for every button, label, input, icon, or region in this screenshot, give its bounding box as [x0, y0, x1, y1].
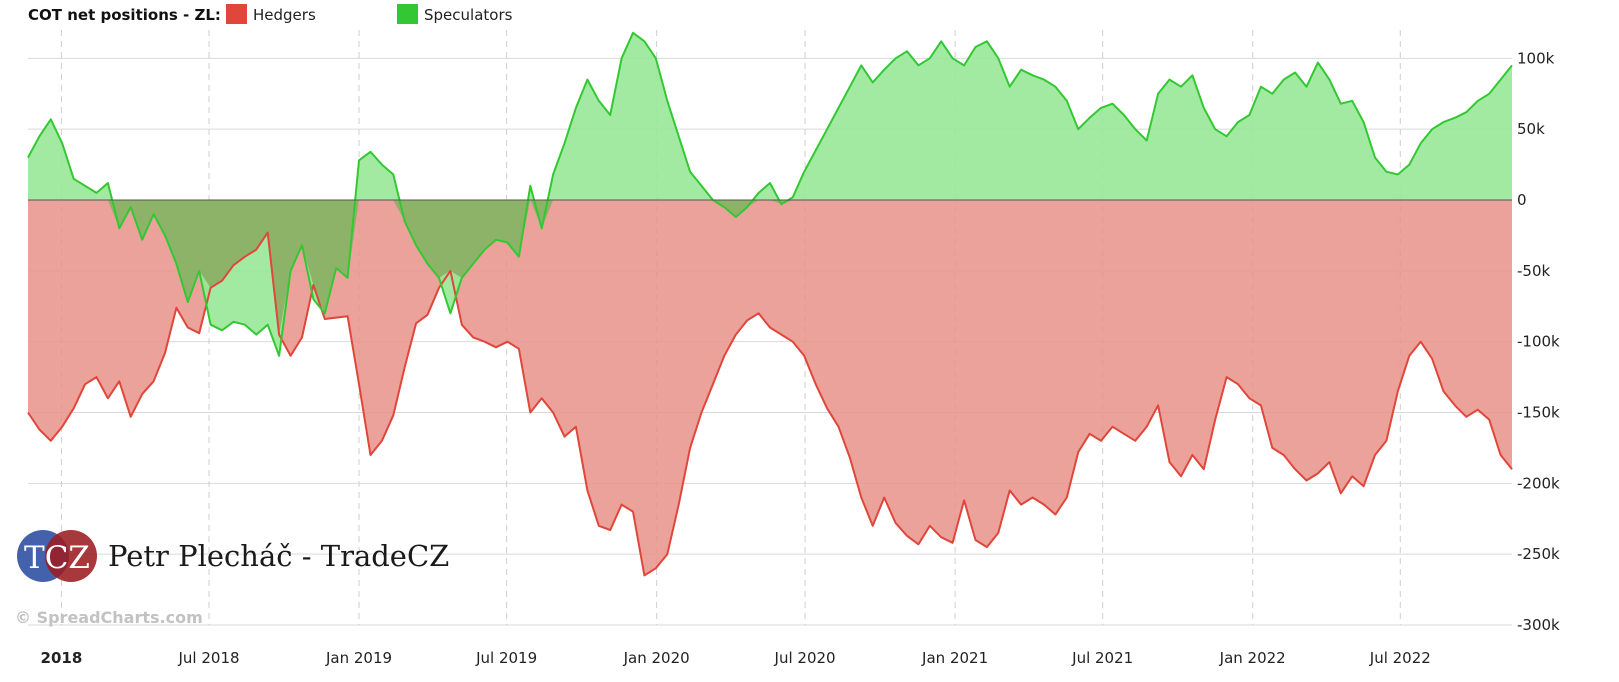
legend-label-hedgers[interactable]: Hedgers [253, 6, 316, 24]
legend: COT net positions - ZL: Hedgers Speculat… [28, 4, 513, 24]
area-overlap [28, 200, 1512, 335]
x-tick-label: 2018 [41, 649, 83, 667]
x-tick-label: Jan 2022 [1219, 649, 1286, 667]
line-hedgers [27, 231, 1513, 577]
y-tick-label: -50k [1517, 262, 1550, 280]
x-axis-ticks: 2018 Jul 2018 Jan 2019 Jul 2019 Jan 2020 Jul … [41, 649, 1431, 667]
source-credit: © SpreadCharts.com [15, 608, 203, 627]
y-tick-label: -150k [1517, 404, 1560, 422]
legend-swatch-hedgers [226, 4, 247, 24]
x-tick-label: Jul 2020 [774, 649, 836, 667]
series-lines [27, 31, 1513, 577]
watermark: TCZ Petr Plecháč - TradeCZ © SpreadChart… [15, 530, 449, 627]
x-tick-label: Jan 2020 [623, 649, 690, 667]
tcz-logo: TCZ [17, 530, 97, 582]
y-tick-label: 100k [1517, 49, 1555, 67]
x-tick-label: Jul 2021 [1071, 649, 1133, 667]
y-tick-label: -200k [1517, 474, 1560, 492]
x-tick-label: Jul 2018 [177, 649, 239, 667]
y-axis-ticks: 100k 50k 0 -50k -100k -150k -200k -250k -300k [1517, 49, 1560, 634]
series-areas [28, 32, 1512, 576]
y-tick-label: 0 [1517, 191, 1527, 209]
chart-title: COT net positions - ZL: [28, 6, 221, 24]
area-speculators [28, 32, 1512, 356]
legend-label-speculators[interactable]: Speculators [424, 6, 513, 24]
area-hedgers [28, 200, 1512, 576]
author-name: Petr Plecháč - TradeCZ [108, 539, 449, 573]
x-tick-label: Jul 2019 [475, 649, 537, 667]
x-tick-label: Jan 2019 [325, 649, 392, 667]
x-tick-label: Jul 2022 [1369, 649, 1431, 667]
y-tick-label: -300k [1517, 616, 1560, 634]
logo-text: TCZ [24, 540, 90, 576]
legend-swatch-speculators [397, 4, 418, 24]
y-tick-label: -100k [1517, 333, 1560, 351]
y-tick-label: 50k [1517, 120, 1545, 138]
x-tick-label: Jan 2021 [921, 649, 988, 667]
line-speculators [27, 31, 1513, 357]
y-tick-label: -250k [1517, 545, 1560, 563]
